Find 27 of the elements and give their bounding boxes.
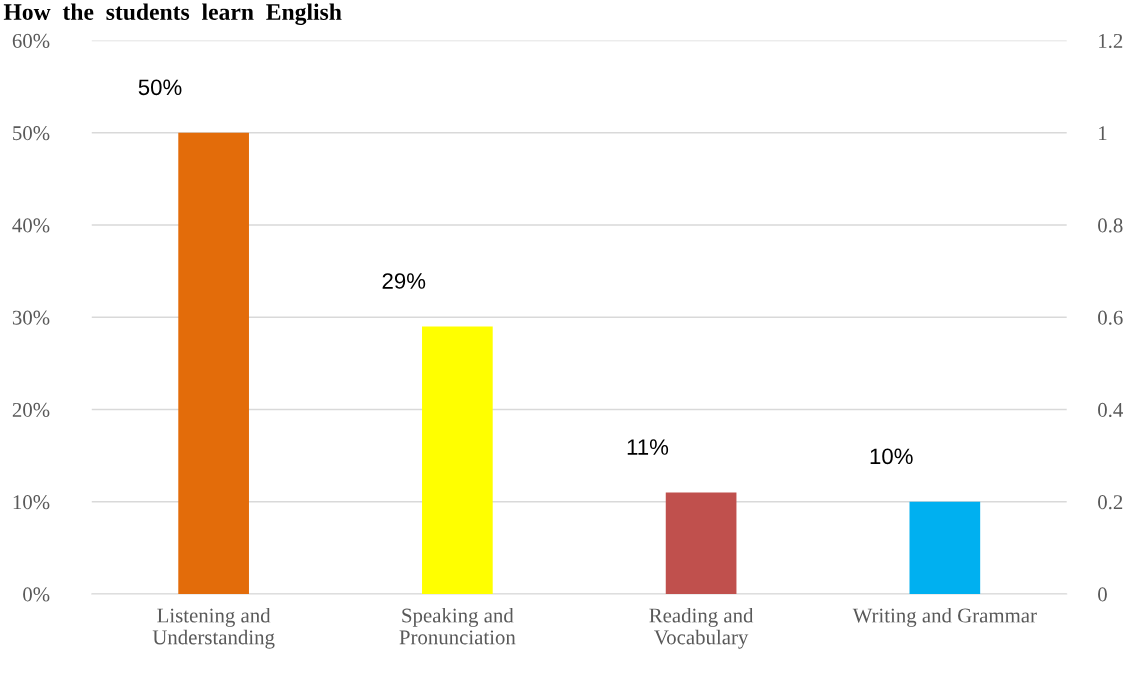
x-tick-label: Speaking and Pronunciation (399, 607, 516, 645)
y-tick-label: 40% (12, 218, 50, 233)
data-label: 10% (870, 448, 913, 465)
y-tick-label: 20% (12, 402, 50, 417)
y2-tick-label: 1.2 (1099, 33, 1123, 49)
y2-tick-label: 0.6 (1098, 310, 1123, 325)
bar (422, 326, 493, 594)
y-tick-label: 50% (13, 126, 50, 141)
data-label: 29% (382, 273, 426, 289)
y2-tick-label: 0.8 (1098, 218, 1123, 233)
y2-tick-label: 0.2 (1098, 495, 1123, 510)
x-tick-label: Reading and Vocabulary (649, 607, 754, 649)
data-label: 11% (627, 439, 669, 455)
y-tick-label: 0% (23, 587, 50, 602)
data-label: 50% (138, 79, 182, 96)
x-tick-label: Writing and Grammar (852, 607, 1037, 627)
y2-tick-label: 0 (1098, 587, 1107, 602)
y2-tick-label: 1 (1099, 126, 1107, 140)
bar (665, 492, 737, 594)
y-tick-label: 60% (12, 33, 50, 48)
x-tick-label: Listening and Understanding (152, 607, 275, 649)
y-tick-label: 10% (13, 495, 50, 510)
bar (178, 132, 249, 594)
y2-tick-label: 0.4 (1098, 402, 1123, 418)
y-tick-label: 30% (12, 310, 50, 325)
bar (909, 501, 981, 594)
chart-title: How the students learn English (3, 3, 342, 25)
